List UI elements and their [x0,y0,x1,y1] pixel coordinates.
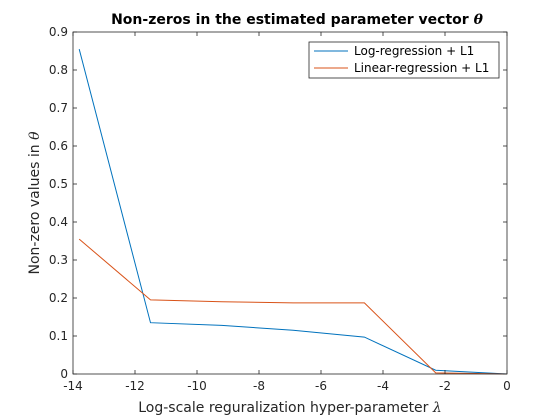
y-tick-label: 0 [60,367,68,381]
x-tick-label: -2 [439,379,451,393]
y-tick-label: 0.7 [49,101,68,115]
x-tick-label: -12 [125,379,145,393]
legend-label-log-regression: Log-regression + L1 [354,44,474,58]
y-tick-label: 0.8 [49,63,68,77]
x-tick-label: -6 [315,379,327,393]
y-tick-label: 0.2 [49,291,68,305]
legend-label-linear-regression: Linear-regression + L1 [354,61,489,75]
x-tick-label: 0 [503,379,511,393]
y-tick-label: 0.4 [49,215,68,229]
chart-title: Non-zeros in the estimated parameter vec… [111,12,483,28]
y-tick-label: 0.1 [49,329,68,343]
y-axis-title: Non-zero values in θ [27,131,43,275]
x-tick-label: -10 [187,379,207,393]
x-axis-title: Log-scale reguralization hyper-parameter… [138,400,442,416]
x-tick-label: -14 [63,379,83,393]
y-tick-label: 0.3 [49,253,68,267]
y-tick-label: 0.6 [49,139,68,153]
plot-area: -14 -12 -10 -8 -6 -4 -2 0 0 0.1 0.2 0.3 0.4 0.5 0.6 0.7… [49,25,511,393]
plot-background [73,32,507,374]
x-tick-label: -8 [253,379,265,393]
y-tick-label: 0.9 [49,25,68,39]
x-tick-label: -4 [377,379,389,393]
legend: Log-regression + L1 Linear-regression + … [309,42,499,78]
y-tick-label: 0.5 [49,177,68,191]
